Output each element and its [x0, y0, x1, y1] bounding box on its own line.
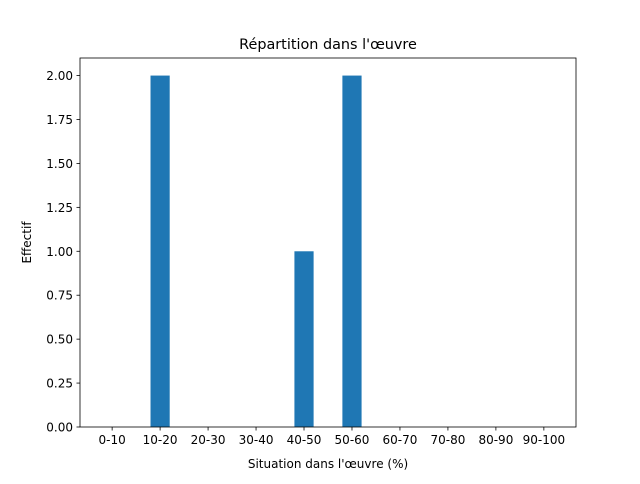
x-tick-label: 10-20 [143, 433, 178, 447]
y-tick-label: 1.00 [46, 245, 73, 259]
x-tick-label: 40-50 [287, 433, 322, 447]
y-tick-label: 0.00 [46, 421, 73, 435]
bar-50-60 [342, 75, 362, 428]
y-tick-label: 0.25 [46, 377, 73, 391]
y-tick-label: 1.25 [46, 201, 73, 215]
x-tick-label: 70-80 [430, 433, 465, 447]
bar-40-50 [294, 251, 314, 427]
x-axis-label: Situation dans l'œuvre (%) [248, 457, 408, 471]
x-tick-label: 50-60 [335, 433, 370, 447]
x-tick-label: 20-30 [191, 433, 226, 447]
x-tick-label: 30-40 [239, 433, 274, 447]
y-tick-label: 0.50 [46, 333, 73, 347]
y-tick-label: 1.50 [46, 157, 73, 171]
x-tick-label: 90-100 [523, 433, 566, 447]
y-axis-label: Effectif [20, 221, 34, 264]
bar-10-20 [150, 75, 170, 428]
y-tick-label: 2.00 [46, 69, 73, 83]
axes-frame [79, 57, 577, 428]
y-tick-label: 0.75 [46, 289, 73, 303]
x-tick-label: 0-10 [99, 433, 126, 447]
x-tick-label: 60-70 [383, 433, 418, 447]
x-tick-label: 80-90 [478, 433, 513, 447]
chart-title: Répartition dans l'œuvre [239, 37, 417, 53]
y-tick-label: 1.75 [46, 113, 73, 127]
